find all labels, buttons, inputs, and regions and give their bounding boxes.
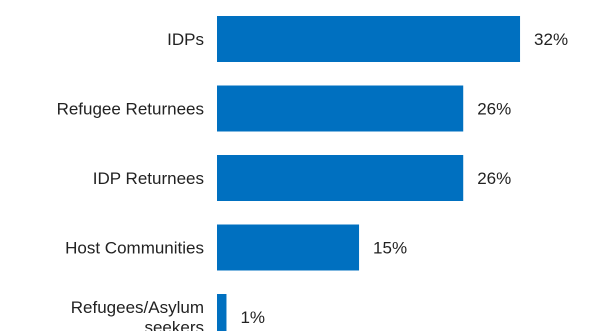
bar-1 [217,16,521,62]
value-labels: 32% 26% 26% 15% 1% [240,30,568,327]
value-label-2: 26% [477,100,511,119]
bar-2 [217,85,464,132]
category-label-2: Refugee Returnees [57,100,204,119]
bar-3 [217,155,464,201]
bar-4 [217,224,360,271]
value-label-4: 15% [373,239,407,258]
bars-layer [217,16,521,331]
category-label-3: IDP Returnees [93,169,204,188]
category-labels: IDPs Refugee Returnees IDP Returnees Host C… [57,30,204,331]
category-label-1: IDPs [167,30,204,49]
value-label-5: 1% [240,308,265,327]
category-label-5: Refugees/Asylum seekers [71,298,204,331]
value-label-1: 32% [534,30,568,49]
bar-5 [217,294,227,331]
value-label-3: 26% [477,169,511,188]
category-label-4: Host Communities [65,239,204,258]
